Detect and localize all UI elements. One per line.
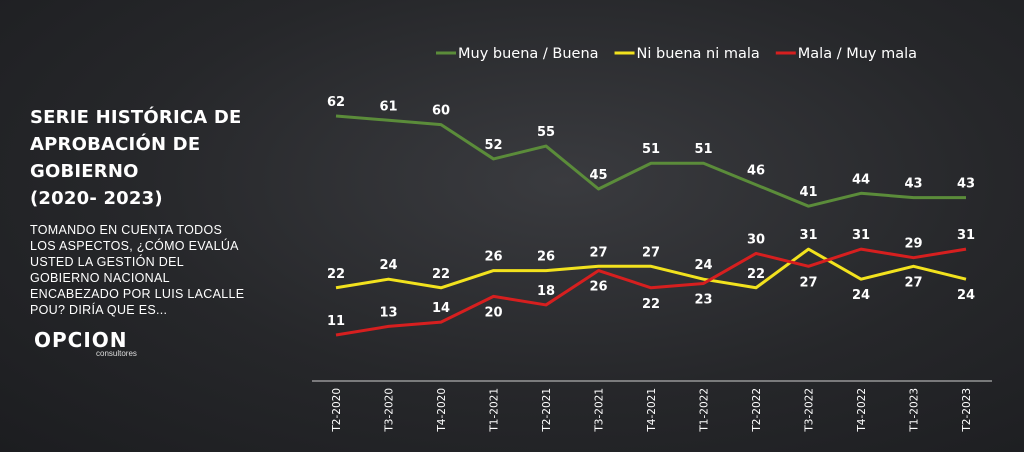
subtitle-line: GOBIERNO NACIONAL <box>30 271 170 285</box>
data-label: 18 <box>537 284 555 299</box>
data-label: 46 <box>747 164 765 179</box>
series-line <box>335 114 966 208</box>
data-label: 30 <box>747 232 765 247</box>
data-label: 20 <box>484 305 502 320</box>
x-tick-label: T4-2020 <box>436 388 448 433</box>
x-tick-label: T2-2022 <box>751 388 763 433</box>
x-tick-label: T2-2020 <box>331 388 343 433</box>
series-line <box>335 247 967 290</box>
data-label: 41 <box>799 185 817 200</box>
x-tick-label: T2-2023 <box>961 388 973 433</box>
title-line: SERIE HISTÓRICA DE <box>30 107 242 128</box>
x-tick-label: T4-2021 <box>646 388 658 433</box>
data-label: 26 <box>589 280 607 295</box>
data-label: 31 <box>799 228 817 243</box>
data-label: 22 <box>642 297 660 312</box>
data-label: 51 <box>694 142 712 157</box>
data-label: 60 <box>432 104 450 119</box>
x-tick-label: T1-2022 <box>699 388 711 433</box>
data-label: 52 <box>484 138 502 153</box>
data-label: 22 <box>327 267 345 282</box>
legend-label: Ni buena ni mala <box>637 46 760 62</box>
x-tick-label: T3-2021 <box>594 388 606 433</box>
data-label: 26 <box>537 250 555 265</box>
data-label: 23 <box>694 292 712 307</box>
subtitle-line: TOMANDO EN CUENTA TODOS <box>30 223 223 237</box>
data-label: 13 <box>379 305 397 320</box>
logo-tagline: consultores <box>96 349 137 358</box>
chart-subtitle: TOMANDO EN CUENTA TODOS LOS ASPECTOS, ¿CÓ… <box>30 222 290 318</box>
data-label: 45 <box>589 168 607 183</box>
legend-label: Muy buena / Buena <box>458 46 599 62</box>
x-tick-label: T1-2023 <box>909 388 921 433</box>
data-label: 22 <box>747 267 765 282</box>
x-tick-label: T2-2021 <box>541 388 553 433</box>
data-label: 24 <box>852 288 870 303</box>
legend-label: Mala / Muy mala <box>798 46 917 62</box>
subtitle-line: ENCABEZADO POR LUIS LACALLE <box>30 287 245 301</box>
data-label: 27 <box>904 275 922 290</box>
chart-title: SERIE HISTÓRICA DE APROBACIÓN DE GOBIERNO… <box>30 104 290 212</box>
data-label: 44 <box>852 172 870 187</box>
data-label: 14 <box>432 301 450 316</box>
data-label: 26 <box>484 250 502 265</box>
data-label: 27 <box>642 245 660 260</box>
logo: OPCION consultores <box>34 328 137 358</box>
data-label: 62 <box>327 95 345 110</box>
data-label: 43 <box>957 177 975 192</box>
title-line: APROBACIÓN DE GOBIERNO <box>30 134 201 182</box>
data-label: 27 <box>799 275 817 290</box>
data-label: 43 <box>904 177 922 192</box>
x-tick-label: T3-2022 <box>804 388 816 433</box>
data-label: 29 <box>904 237 922 252</box>
data-label: 27 <box>589 245 607 260</box>
text-block: SERIE HISTÓRICA DE APROBACIÓN DE GOBIERNO… <box>30 104 290 318</box>
data-label: 24 <box>694 258 712 273</box>
data-label: 31 <box>852 228 870 243</box>
data-label: 11 <box>327 314 345 329</box>
x-tick-label: T1-2021 <box>489 388 501 433</box>
subtitle-line: LOS ASPECTOS, ¿CÓMO EVALÚA <box>30 239 239 253</box>
data-label: 22 <box>432 267 450 282</box>
data-label: 61 <box>379 99 397 114</box>
data-label: 24 <box>379 258 397 273</box>
x-tick-label: T4-2022 <box>856 388 868 433</box>
logo-name: OPCION <box>34 328 128 352</box>
title-line: (2020- 2023) <box>30 188 163 209</box>
data-label: 31 <box>957 228 975 243</box>
data-label: 24 <box>957 288 975 303</box>
subtitle-line: POU? DIRÍA QUE ES... <box>30 303 168 317</box>
series-line <box>335 247 967 337</box>
data-label: 51 <box>642 142 660 157</box>
subtitle-line: USTED LA GESTIÓN DEL <box>30 255 184 269</box>
data-label: 55 <box>537 125 555 140</box>
x-tick-label: T3-2020 <box>384 388 396 433</box>
